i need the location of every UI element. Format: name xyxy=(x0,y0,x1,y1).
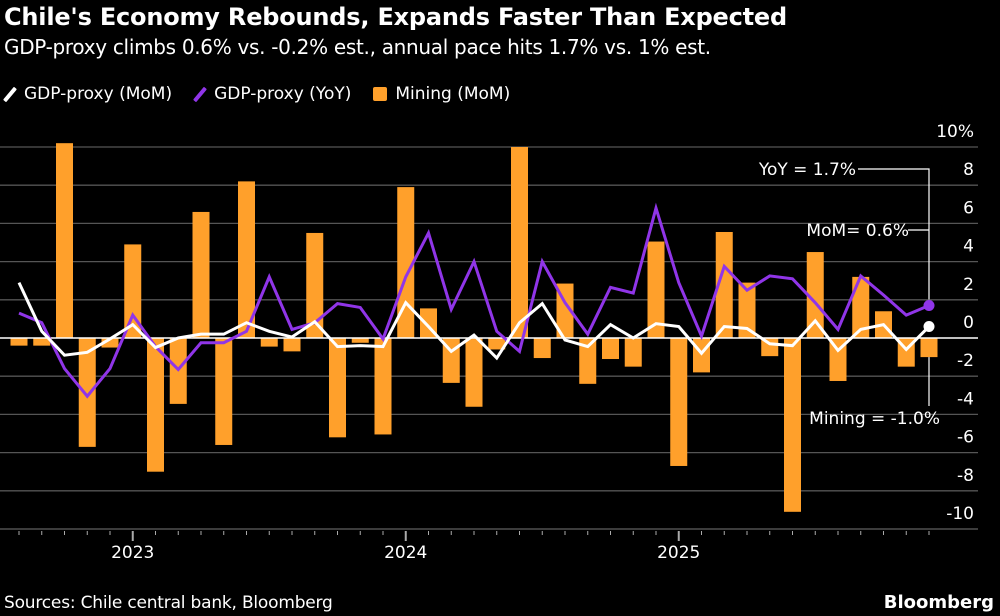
y-tick-label: -8 xyxy=(957,466,974,486)
bar-mining xyxy=(351,338,369,343)
legend-label: GDP-proxy (MoM) xyxy=(24,84,173,104)
last-point-marker xyxy=(923,321,935,333)
bar-mining xyxy=(829,338,847,381)
bar-mining xyxy=(715,231,733,338)
bar-mining xyxy=(260,338,278,347)
bar-mining xyxy=(283,338,301,352)
bar-mining xyxy=(511,147,528,338)
x-tick-label: 2023 xyxy=(111,543,154,563)
bar-mining xyxy=(647,241,665,338)
bar-mining xyxy=(101,338,119,348)
bar-mining xyxy=(670,338,688,466)
bar-mining xyxy=(806,252,824,338)
x-tick-label: 2025 xyxy=(657,543,700,563)
line-gdp-proxy-mom- xyxy=(17,281,931,361)
bar-mining xyxy=(192,211,210,338)
bar-mining xyxy=(920,338,938,358)
y-tick-label: 0 xyxy=(963,313,974,333)
bar-mining xyxy=(624,338,642,367)
source-note: Sources: Chile central bank, Bloomberg xyxy=(4,593,333,613)
bar-mining xyxy=(488,338,506,350)
bar-mining xyxy=(533,338,551,359)
bar-mining xyxy=(374,338,392,435)
bar-mining xyxy=(852,276,870,338)
brand-logo: Bloomberg xyxy=(883,592,994,613)
legend: GDP-proxy (MoM) GDP-proxy (YoY) Mining (… xyxy=(3,84,510,104)
bar-mining xyxy=(329,338,346,438)
bar-mining xyxy=(465,338,483,407)
legend-item-mining: Mining (MoM) xyxy=(373,84,510,104)
legend-label: GDP-proxy (YoY) xyxy=(214,84,352,104)
y-tick-label: -10 xyxy=(946,504,974,524)
legend-label: Mining (MoM) xyxy=(395,84,511,104)
y-tick-label: 8 xyxy=(963,160,974,180)
y-tick-label: 6 xyxy=(963,198,974,218)
bar-mining xyxy=(602,338,619,360)
annotation-mining: Mining = -1.0% xyxy=(809,409,940,429)
bar-mining xyxy=(10,338,28,346)
y-tick-label: -6 xyxy=(957,428,974,448)
bar-mining xyxy=(306,232,324,338)
bar-mining xyxy=(579,338,597,384)
x-tick-label: 2024 xyxy=(384,543,427,563)
bar-mining xyxy=(124,244,142,338)
bar-mining xyxy=(738,282,756,338)
bar-mining xyxy=(56,143,73,338)
y-tick-label: 10% xyxy=(936,122,974,142)
legend-item-gdp-yoy: GDP-proxy (YoY) xyxy=(193,84,352,104)
annotation-leader-yoy xyxy=(858,168,930,300)
legend-item-gdp-mom: GDP-proxy (MoM) xyxy=(3,84,173,104)
last-point-marker xyxy=(923,300,935,312)
bar-mining xyxy=(397,187,415,338)
bar-mining xyxy=(784,338,801,512)
y-tick-label: -4 xyxy=(957,389,974,409)
bar-mining xyxy=(33,338,51,346)
bar-mining xyxy=(147,338,164,472)
bar-mining xyxy=(215,338,233,445)
chart-subtitle: GDP-proxy climbs 0.6% vs. -0.2% est., an… xyxy=(4,35,711,59)
y-tick-label: 4 xyxy=(963,237,974,257)
chart-title: Chile's Economy Rebounds, Expands Faster… xyxy=(4,3,787,31)
annotation-yoy: YoY = 1.7% xyxy=(758,160,856,180)
bar-mining xyxy=(238,181,255,338)
bar-mining xyxy=(78,338,96,447)
legend-swatch-square-icon xyxy=(373,87,388,101)
annotation-mom: MoM= 0.6% xyxy=(806,221,909,241)
line-gdp-proxy-yoy- xyxy=(18,202,930,399)
y-tick-label: -2 xyxy=(957,351,974,371)
y-tick-label: 2 xyxy=(963,275,974,295)
